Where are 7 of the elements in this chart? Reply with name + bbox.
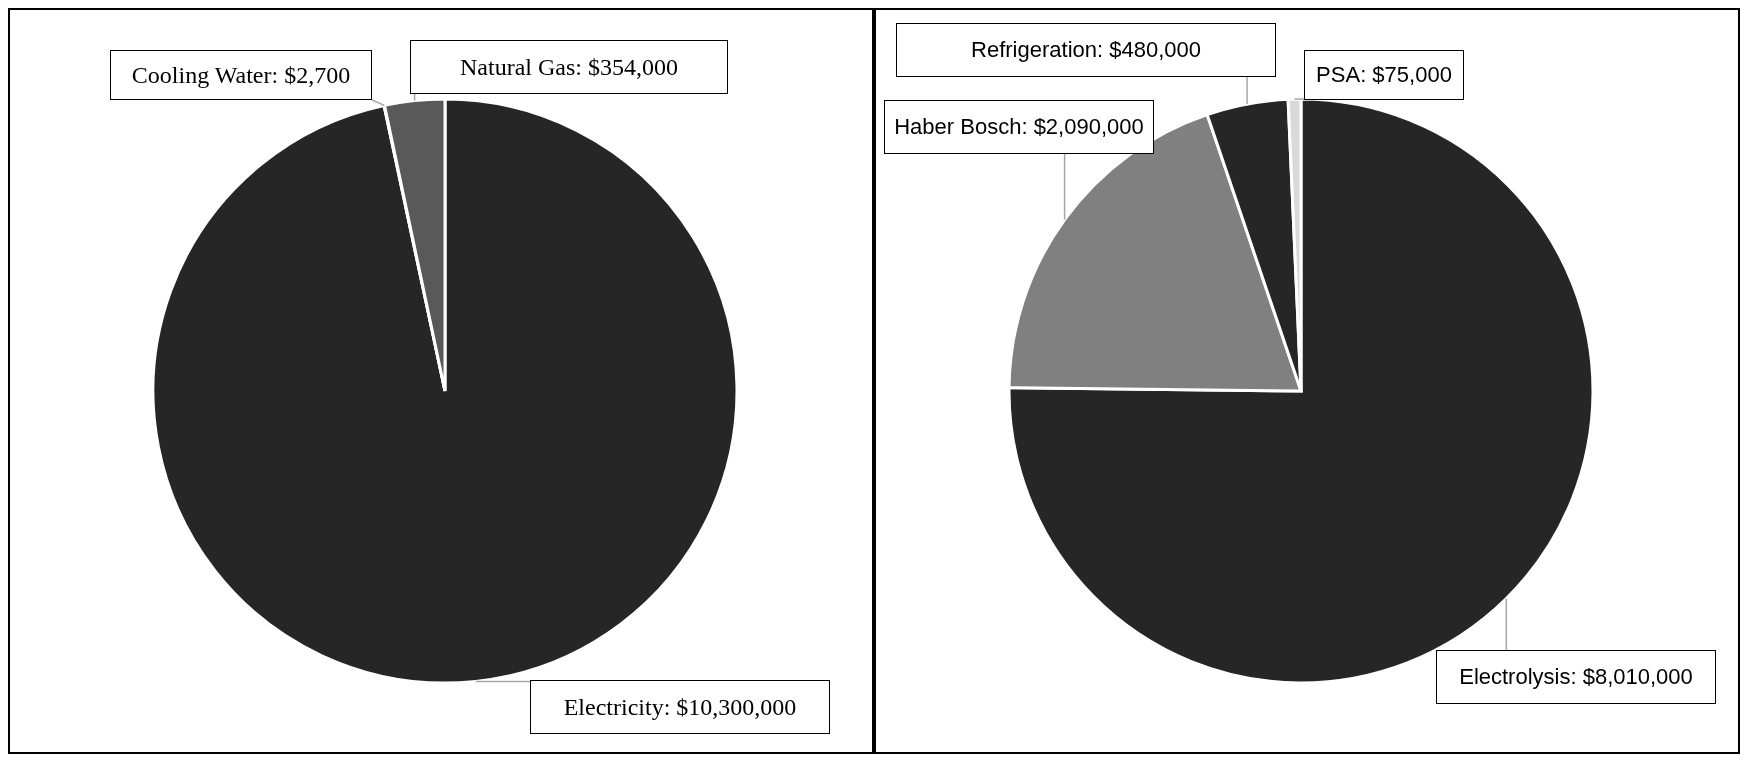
slice-label: Haber Bosch: $2,090,000 [893, 113, 1145, 141]
slice-label: Natural Gas: $354,000 [459, 53, 679, 82]
slice-label: Electricity: $10,300,000 [562, 693, 798, 722]
slice-label: Refrigeration: $480,000 [970, 36, 1202, 64]
slice-label: Cooling Water: $2,700 [130, 61, 352, 90]
slice-label: PSA: $75,000 [1315, 61, 1453, 89]
slice-label: Electrolysis: $8,010,000 [1458, 663, 1694, 691]
